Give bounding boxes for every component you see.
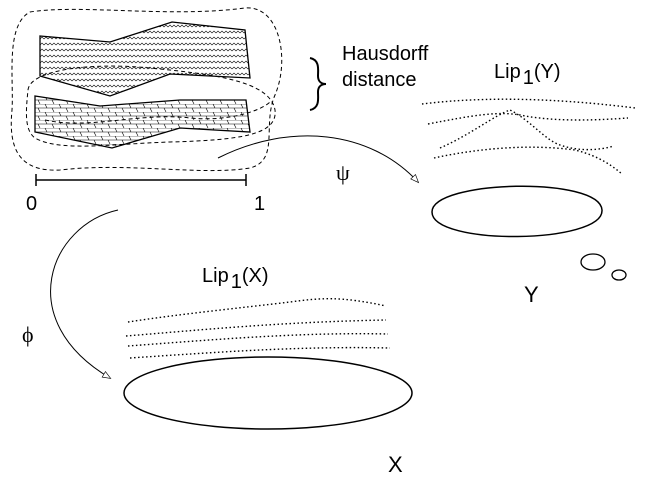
lower-hatched-set: [34, 95, 251, 149]
outer-dashed-neighborhood: [10, 7, 283, 172]
lip-x-label: Lip 1(X): [202, 265, 269, 293]
brace: [309, 57, 327, 111]
lip-x-subscript: 1: [231, 271, 242, 293]
interval-start-label: 0: [26, 193, 37, 215]
psi-label: ψ: [336, 160, 350, 185]
phi-label: ϕ: [22, 322, 34, 347]
lip-y-label: Lip 1(Y): [494, 61, 561, 89]
space-y-shape: [431, 185, 603, 238]
thought-bubble-large: [580, 253, 606, 271]
phi-arrow: [50, 209, 119, 379]
lip-y-subscript: 1: [523, 67, 534, 89]
lip-x-argument: (X): [242, 265, 269, 287]
space-x-shape: [123, 356, 413, 430]
thought-bubble-small: [611, 269, 627, 281]
lip-x-curve-2: [125, 319, 387, 337]
lip-x-curve-1: [127, 298, 387, 323]
lip-y-curve-3: [439, 109, 615, 151]
upper-hatched-set: [39, 21, 251, 97]
lip-y-curve-2: [427, 112, 629, 125]
hausdorff-label-line2: distance: [342, 69, 417, 91]
hausdorff-label-line1: Hausdorff: [342, 43, 429, 65]
psi-arrow: [217, 135, 420, 184]
lip-y-base: Lip: [494, 61, 521, 83]
space-x-label: X: [388, 452, 403, 477]
lip-y-argument: (Y): [534, 61, 561, 83]
inner-dashed-neighborhood: [25, 65, 276, 147]
lip-x-base: Lip: [202, 265, 229, 287]
hausdorff-dashed-curve: [44, 101, 271, 124]
lip-y-curve-1: [421, 98, 636, 109]
interval-end-label: 1: [254, 193, 265, 215]
lip-x-curve-3: [127, 332, 389, 347]
lip-y-curve-4: [433, 146, 623, 175]
space-y-label: Y: [524, 282, 539, 307]
